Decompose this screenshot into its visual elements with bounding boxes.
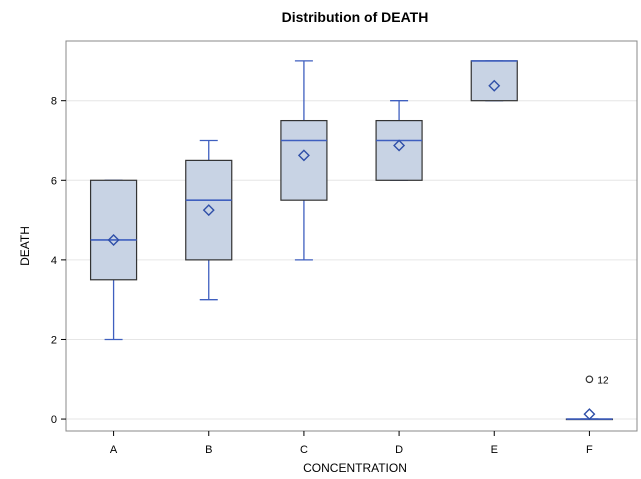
x-tick-label: A bbox=[110, 444, 118, 456]
box-a bbox=[89, 179, 138, 341]
y-tick-label: 8 bbox=[51, 96, 57, 108]
mean-marker bbox=[202, 204, 215, 217]
box-iqr bbox=[89, 179, 138, 281]
box-iqr bbox=[185, 159, 233, 261]
y-tick-label: 0 bbox=[51, 414, 57, 426]
box-c bbox=[280, 60, 328, 261]
outlier-point bbox=[585, 375, 594, 384]
x-tick-label: F bbox=[586, 444, 593, 456]
mean-marker bbox=[107, 233, 120, 246]
y-axis: 0 2 4 6 8 bbox=[51, 96, 66, 426]
box-e bbox=[470, 60, 518, 102]
box-f bbox=[565, 408, 614, 421]
boxes bbox=[89, 60, 614, 421]
mean-marker bbox=[583, 408, 596, 421]
mean-marker bbox=[297, 149, 310, 162]
outlier-label: 12 bbox=[597, 375, 609, 386]
grid-lines bbox=[66, 100, 637, 420]
x-tick-label: B bbox=[205, 444, 212, 456]
plot-frame bbox=[65, 40, 638, 432]
mean-marker bbox=[393, 139, 406, 152]
outliers: 12 bbox=[585, 375, 609, 386]
x-axis-label: CONCENTRATION bbox=[303, 461, 407, 475]
y-tick-label: 4 bbox=[51, 255, 57, 267]
box-b bbox=[185, 139, 233, 301]
chart-title: Distribution of DEATH bbox=[282, 9, 429, 25]
box-d bbox=[375, 100, 423, 181]
y-tick-label: 6 bbox=[51, 175, 57, 187]
x-tick-label: C bbox=[300, 444, 308, 456]
x-tick-label: E bbox=[491, 444, 498, 456]
x-tick-label: D bbox=[395, 444, 403, 456]
y-tick-label: 2 bbox=[51, 334, 57, 346]
y-axis-label: DEATH bbox=[18, 226, 32, 266]
x-axis: A B C D E F bbox=[110, 431, 593, 456]
mean-marker bbox=[488, 79, 501, 92]
